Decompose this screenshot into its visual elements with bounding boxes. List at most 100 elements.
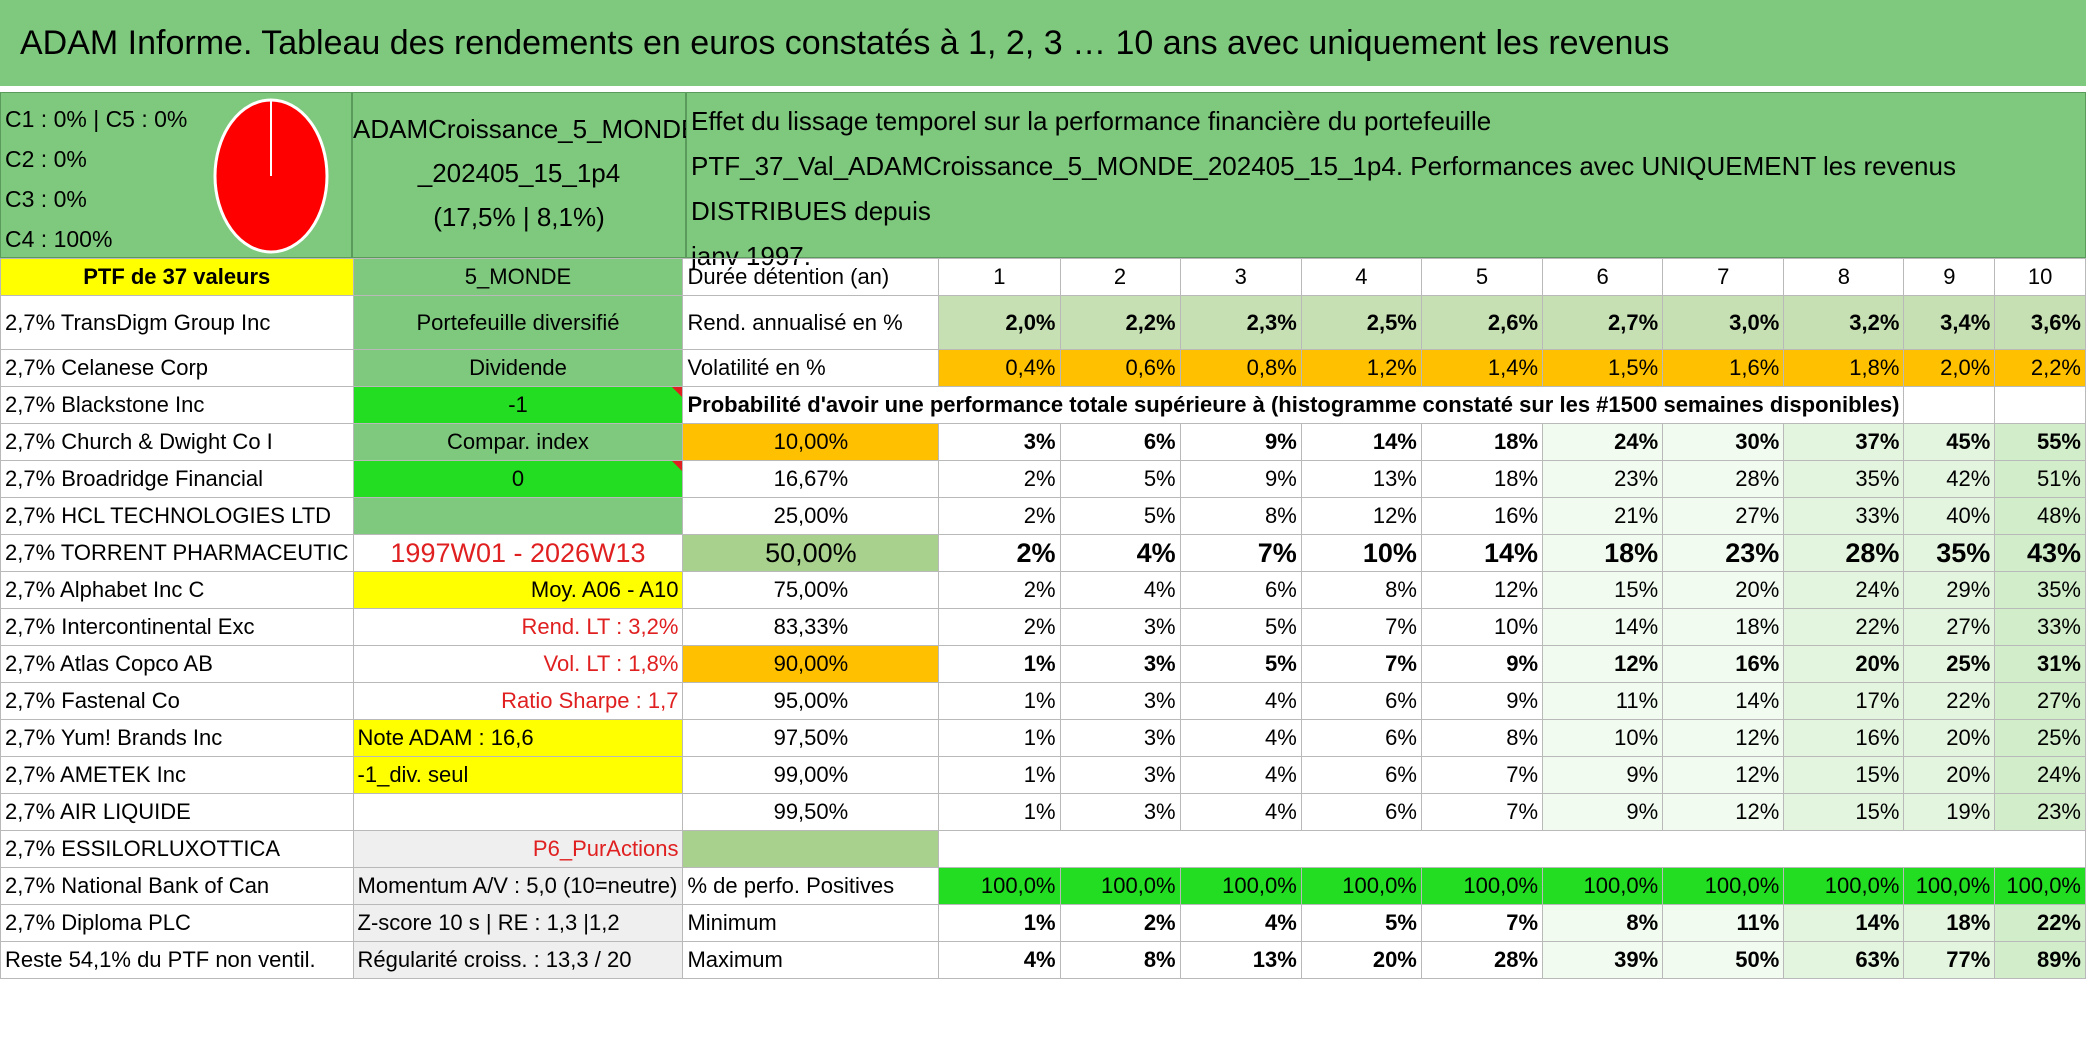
- probability-value-cell[interactable]: 7%: [1300, 645, 1422, 683]
- percentile-cell[interactable]: 90,00%: [682, 645, 940, 683]
- probability-value-cell[interactable]: 15%: [1783, 756, 1905, 794]
- percentile-cell[interactable]: 25,00%: [682, 497, 940, 535]
- rend-value-cell[interactable]: 3,0%: [1662, 295, 1785, 350]
- vol-value-cell[interactable]: 1,4%: [1420, 349, 1544, 387]
- positive-value-cell[interactable]: 100,0%: [938, 867, 1061, 905]
- probability-value-cell[interactable]: 7%: [1420, 793, 1544, 831]
- probability-value-cell[interactable]: 9%: [1542, 756, 1664, 794]
- momentum-cell[interactable]: Momentum A/V : 5,0 (10=neutre): [352, 867, 684, 905]
- probability-value-cell[interactable]: 17%: [1783, 682, 1905, 720]
- probability-value-cell[interactable]: 7%: [1300, 608, 1422, 646]
- probability-value-cell[interactable]: 20%: [1783, 645, 1905, 683]
- positive-value-cell[interactable]: 100,0%: [1903, 867, 1996, 905]
- probability-value-cell[interactable]: 16%: [1420, 497, 1544, 535]
- probability-value-cell[interactable]: 13%: [1300, 460, 1422, 498]
- positive-value-cell[interactable]: 100,0%: [1300, 867, 1422, 905]
- probability-value-cell[interactable]: 6%: [1059, 423, 1181, 461]
- holding-cell[interactable]: 2,7% Broadridge Financial: [0, 460, 354, 498]
- probability-value-cell[interactable]: 11%: [1542, 682, 1664, 720]
- probability-value-cell[interactable]: 12%: [1420, 571, 1544, 609]
- probability-value-cell[interactable]: 7%: [1420, 756, 1544, 794]
- holding-cell[interactable]: 2,7% Yum! Brands Inc: [0, 719, 354, 757]
- probability-value-cell[interactable]: 14%: [1300, 423, 1422, 461]
- probability-value-cell[interactable]: 22%: [1783, 608, 1905, 646]
- positive-value-cell[interactable]: 100,0%: [1783, 867, 1905, 905]
- min-value-cell[interactable]: 7%: [1420, 904, 1544, 942]
- year-header-cell[interactable]: 9: [1903, 258, 1996, 296]
- probability-value-cell[interactable]: 6%: [1179, 571, 1302, 609]
- vol-lt-cell[interactable]: Vol. LT : 1,8%: [352, 645, 684, 683]
- min-value-cell[interactable]: 4%: [1179, 904, 1302, 942]
- probability-value-cell[interactable]: 3%: [1059, 719, 1181, 757]
- probability-value-cell[interactable]: 37%: [1783, 423, 1905, 461]
- probability-value-cell[interactable]: 33%: [1783, 497, 1905, 535]
- regularite-cell[interactable]: Régularité croiss. : 13,3 / 20: [352, 941, 684, 979]
- probability-value-cell[interactable]: 25%: [1903, 645, 1996, 683]
- probability-value-cell[interactable]: 8%: [1179, 497, 1302, 535]
- year-header-cell[interactable]: 10: [1994, 258, 2086, 296]
- p6-cell[interactable]: P6_PurActions: [352, 830, 684, 868]
- rend-lt-cell[interactable]: Rend. LT : 3,2%: [352, 608, 684, 646]
- max-value-cell[interactable]: 39%: [1542, 941, 1664, 979]
- min-value-cell[interactable]: 22%: [1994, 904, 2086, 942]
- min-value-cell[interactable]: 14%: [1783, 904, 1905, 942]
- holding-cell[interactable]: Reste 54,1% du PTF non ventil.: [0, 941, 354, 979]
- probability-value-cell[interactable]: 20%: [1903, 756, 1996, 794]
- probability-value-cell[interactable]: 6%: [1300, 682, 1422, 720]
- percentile-cell[interactable]: 97,50%: [682, 719, 940, 757]
- max-value-cell[interactable]: 8%: [1059, 941, 1181, 979]
- probability-value-cell[interactable]: 29%: [1903, 571, 1996, 609]
- probability-value-cell[interactable]: 42%: [1903, 460, 1996, 498]
- probability-value-cell[interactable]: 5%: [1059, 460, 1181, 498]
- positive-value-cell[interactable]: 100,0%: [1059, 867, 1181, 905]
- compar-index-cell[interactable]: Compar. index: [352, 423, 684, 461]
- percentile-cell[interactable]: 99,50%: [682, 793, 940, 831]
- probability-value-cell[interactable]: 20%: [1903, 719, 1996, 757]
- period-cell[interactable]: 1997W01 - 2026W13: [352, 534, 684, 572]
- probability-value-cell[interactable]: 2%: [938, 534, 1061, 572]
- rend-value-cell[interactable]: 2,2%: [1059, 295, 1181, 350]
- year-header-cell[interactable]: 1: [938, 258, 1061, 296]
- vol-value-cell[interactable]: 1,6%: [1662, 349, 1785, 387]
- positive-value-cell[interactable]: 100,0%: [1994, 867, 2086, 905]
- vol-value-cell[interactable]: 0,8%: [1179, 349, 1302, 387]
- max-value-cell[interactable]: 28%: [1420, 941, 1544, 979]
- probability-value-cell[interactable]: 20%: [1662, 571, 1785, 609]
- rend-label-cell[interactable]: Rend. annualisé en %: [682, 295, 940, 350]
- year-header-cell[interactable]: 5: [1420, 258, 1544, 296]
- holding-cell[interactable]: 2,7% Atlas Copco AB: [0, 645, 354, 683]
- probability-value-cell[interactable]: 7%: [1179, 534, 1302, 572]
- probability-value-cell[interactable]: 8%: [1300, 571, 1422, 609]
- empty-cell[interactable]: [352, 793, 684, 831]
- positive-value-cell[interactable]: 100,0%: [1179, 867, 1302, 905]
- probability-value-cell[interactable]: 22%: [1903, 682, 1996, 720]
- probability-value-cell[interactable]: 2%: [938, 608, 1061, 646]
- min-value-cell[interactable]: 2%: [1059, 904, 1181, 942]
- rend-value-cell[interactable]: 2,7%: [1542, 295, 1664, 350]
- holding-cell[interactable]: 2,7% AIR LIQUIDE: [0, 793, 354, 831]
- max-value-cell[interactable]: 63%: [1783, 941, 1905, 979]
- holding-cell[interactable]: 2,7% TransDigm Group Inc: [0, 295, 354, 350]
- probability-value-cell[interactable]: 12%: [1662, 793, 1785, 831]
- rend-value-cell[interactable]: 2,5%: [1300, 295, 1422, 350]
- probability-value-cell[interactable]: 48%: [1994, 497, 2086, 535]
- probability-value-cell[interactable]: 4%: [1059, 534, 1181, 572]
- probability-value-cell[interactable]: 9%: [1179, 460, 1302, 498]
- probability-value-cell[interactable]: 12%: [1300, 497, 1422, 535]
- probability-value-cell[interactable]: 10%: [1420, 608, 1544, 646]
- positive-value-cell[interactable]: 100,0%: [1662, 867, 1785, 905]
- rend-value-cell[interactable]: 3,4%: [1903, 295, 1996, 350]
- probability-value-cell[interactable]: 4%: [1179, 682, 1302, 720]
- empty-green-cell[interactable]: [682, 830, 940, 868]
- probability-value-cell[interactable]: 1%: [938, 756, 1061, 794]
- max-value-cell[interactable]: 77%: [1903, 941, 1996, 979]
- positive-value-cell[interactable]: 100,0%: [1420, 867, 1544, 905]
- div-cell[interactable]: -1_div. seul: [352, 756, 684, 794]
- probability-value-cell[interactable]: 3%: [1059, 645, 1181, 683]
- min-label-cell[interactable]: Minimum: [682, 904, 940, 942]
- rend-value-cell[interactable]: 2,0%: [938, 295, 1061, 350]
- probability-value-cell[interactable]: 16%: [1783, 719, 1905, 757]
- probability-value-cell[interactable]: 12%: [1542, 645, 1664, 683]
- year-header-cell[interactable]: 8: [1783, 258, 1905, 296]
- probability-value-cell[interactable]: 40%: [1903, 497, 1996, 535]
